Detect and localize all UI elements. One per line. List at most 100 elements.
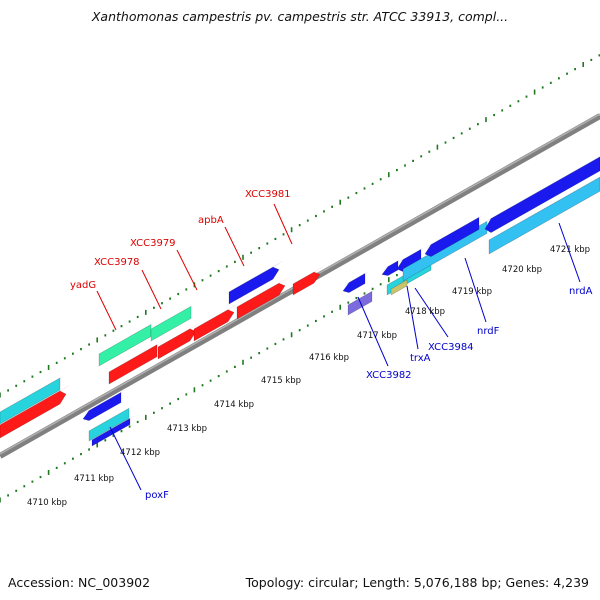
leader-line — [464, 257, 487, 323]
gene-block-body — [488, 176, 600, 255]
gene-block[interactable] — [228, 260, 284, 305]
gene-block-top — [348, 288, 377, 305]
gene-block-body — [424, 216, 480, 257]
topology-text: Topology: circular; Length: 5,076,188 bp… — [245, 575, 589, 590]
ruler-label: 4712 kbp — [120, 448, 160, 458]
gene-block[interactable] — [0, 384, 71, 439]
leader-line — [224, 226, 245, 267]
gene-label-xcc3982[interactable]: XCC3982 — [366, 370, 412, 381]
gene-block-top — [92, 415, 135, 440]
gene-block[interactable] — [342, 270, 370, 293]
gene-label-nrdA[interactable]: nrdA — [569, 286, 593, 297]
ruler-label: 4710 kbp — [27, 498, 67, 508]
gene-block[interactable] — [381, 257, 403, 276]
gene-block-top — [109, 341, 162, 372]
gene-block[interactable] — [193, 303, 239, 342]
gene-block-top — [397, 246, 426, 263]
gene-block-top — [194, 303, 239, 329]
gene-block-top — [229, 260, 284, 292]
gene-block[interactable] — [82, 389, 126, 421]
leader-line — [109, 426, 142, 491]
leader-line — [96, 290, 117, 331]
gene-block[interactable] — [292, 265, 325, 296]
ruler-label: 4717 kbp — [357, 331, 397, 341]
gene-features — [0, 154, 600, 447]
gene-block[interactable] — [396, 246, 426, 272]
gene-block-body — [390, 279, 408, 296]
gene-block[interactable] — [236, 276, 290, 320]
gene-label-nrdF[interactable]: nrdF — [477, 326, 500, 337]
ruler-label: 4715 kbp — [261, 376, 301, 386]
gene-block-top — [489, 176, 600, 240]
gene-block[interactable] — [390, 276, 412, 296]
gene-block-body — [228, 266, 280, 305]
gene-block-body — [157, 328, 197, 360]
gene-label-yadG[interactable]: yadG — [70, 280, 96, 291]
gene-label-xcc3979[interactable]: XCC3979 — [130, 238, 176, 249]
leader-line — [414, 287, 449, 338]
gene-block-body — [88, 407, 130, 442]
leader-line — [176, 249, 198, 291]
ruler-labels: 4710 kbp 4711 kbp 4712 kbp 4713 kbp 4714… — [27, 245, 590, 508]
gene-block[interactable] — [88, 405, 134, 442]
gene-block-body — [82, 391, 122, 421]
gene-label-poxF[interactable]: poxF — [145, 490, 169, 501]
gene-block-body — [150, 305, 192, 342]
gene-block-body — [0, 390, 67, 439]
gene-block-body — [193, 309, 235, 342]
leader-line — [273, 203, 293, 245]
gene-block-top — [83, 389, 126, 414]
gene-block[interactable] — [157, 322, 201, 360]
ruler-label: 4716 kbp — [309, 353, 349, 363]
gene-block[interactable] — [0, 375, 65, 425]
gene-block-body — [292, 271, 321, 296]
ruler-label: 4713 kbp — [167, 424, 207, 434]
gene-label-leaders — [96, 203, 581, 491]
gene-block[interactable] — [424, 214, 484, 257]
gene-label-trxA[interactable]: trxA — [410, 353, 431, 364]
gene-block-body — [484, 156, 600, 233]
ruler-label: 4718 kbp — [405, 307, 445, 317]
accession-text: Accession: NC_003902 — [8, 575, 151, 590]
gene-block-top — [99, 321, 156, 354]
gene-block-top — [382, 257, 403, 270]
upper-tick-track — [0, 54, 600, 398]
gene-block-top — [0, 375, 65, 412]
gene-block-top — [0, 384, 71, 425]
gene-block-body — [381, 260, 399, 276]
gene-block-body — [236, 282, 286, 320]
gene-block-body — [347, 290, 373, 316]
gene-block-body — [342, 273, 366, 293]
gene-block-body — [108, 344, 158, 385]
gene-block-top — [485, 156, 600, 222]
gene-block-top — [237, 276, 290, 307]
ruler-label: 4721 kbp — [550, 245, 590, 255]
leader-line — [141, 269, 162, 310]
ruler-label: 4720 kbp — [502, 265, 542, 275]
gene-block[interactable] — [150, 303, 196, 342]
gene-label-apbA[interactable]: apbA — [198, 215, 224, 226]
gene-block-top — [425, 214, 484, 248]
leader-line — [357, 296, 389, 367]
leader-line — [406, 285, 419, 350]
ruler-label: 4711 kbp — [74, 474, 114, 484]
gene-block-body — [91, 417, 131, 447]
gene-block[interactable] — [108, 341, 162, 385]
gene-block[interactable] — [347, 288, 377, 316]
gene-labels: yadG XCC3978 XCC3979 apbA XCC3981 poxF X… — [70, 189, 593, 501]
gene-block-top — [151, 303, 196, 329]
gene-label-xcc3981[interactable]: XCC3981 — [245, 189, 291, 200]
gene-block-body — [396, 248, 422, 272]
gene-block-top — [158, 322, 201, 347]
gene-label-xcc3984[interactable]: XCC3984 — [428, 342, 474, 353]
gene-block-top — [293, 265, 325, 284]
gene-block-body — [0, 377, 61, 425]
gene-block[interactable] — [91, 415, 135, 447]
gene-block[interactable] — [488, 174, 600, 255]
ruler-label: 4714 kbp — [214, 400, 254, 410]
gene-label-xcc3978[interactable]: XCC3978 — [94, 257, 140, 268]
gene-block-top — [391, 276, 412, 289]
map-title: Xanthomonas campestris pv. campestris st… — [91, 9, 509, 24]
gene-block[interactable] — [484, 154, 600, 233]
